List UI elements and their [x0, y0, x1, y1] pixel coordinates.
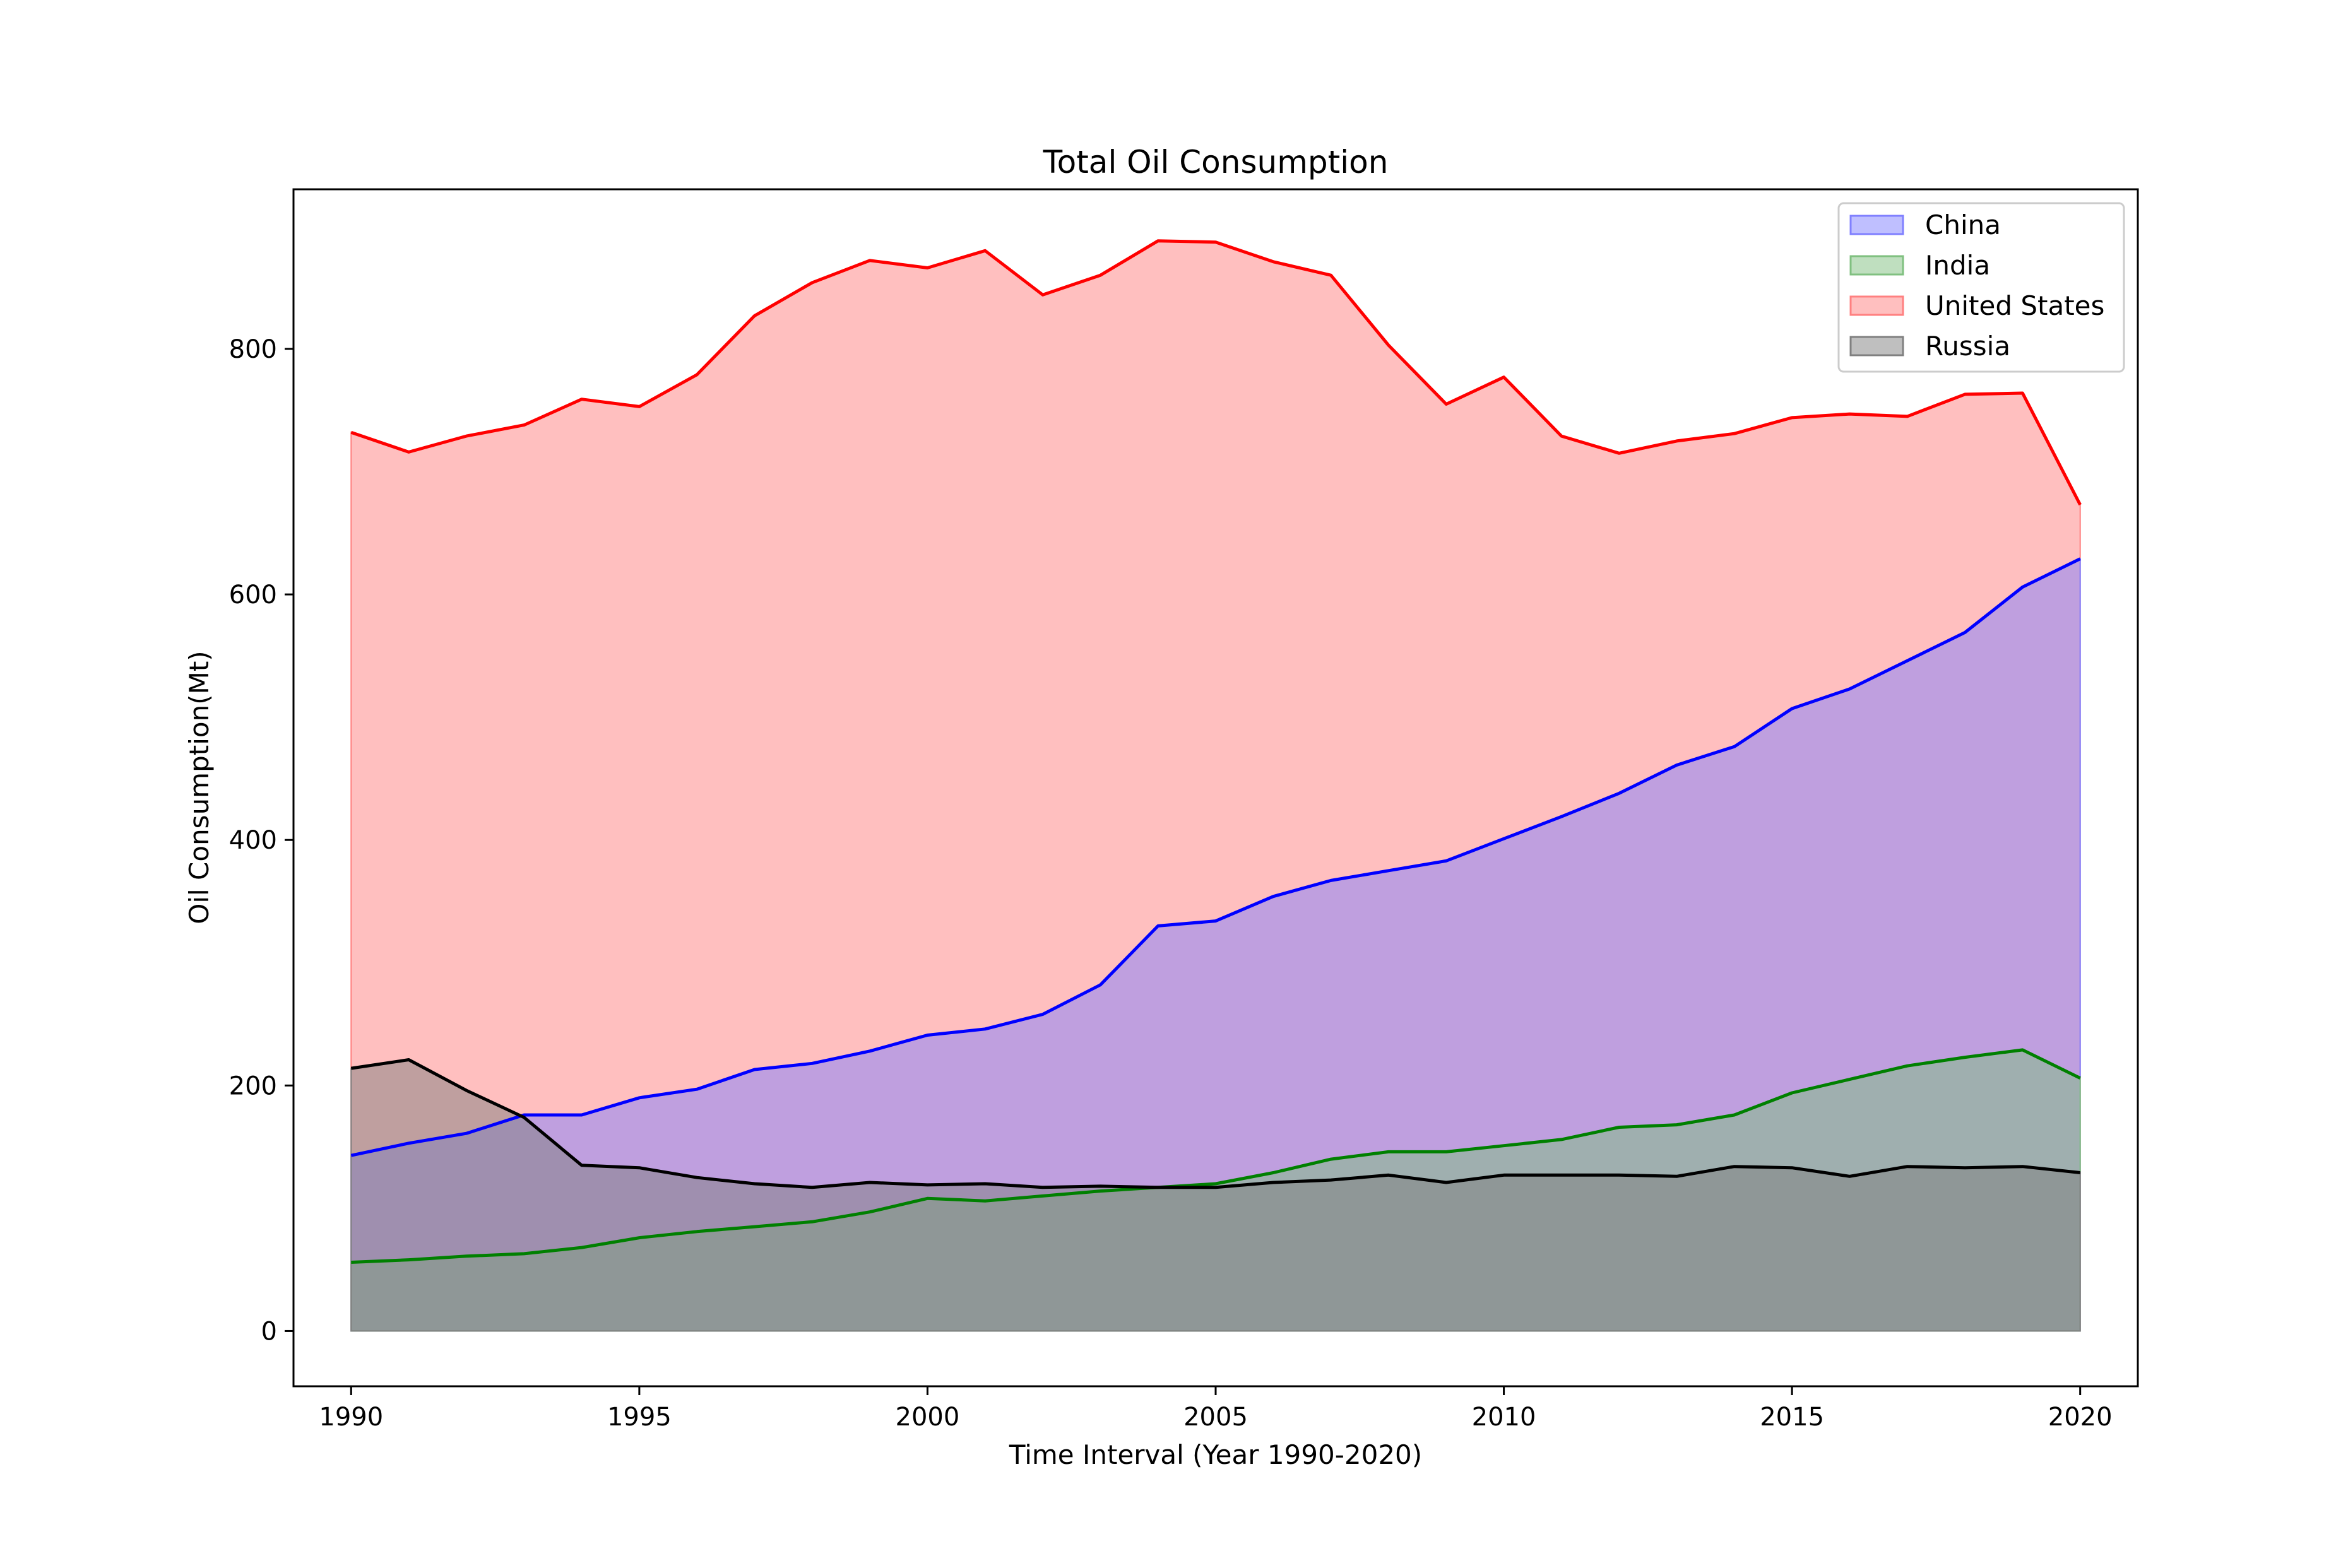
- legend-label-united-states: United States: [1925, 290, 2104, 321]
- area-fills: [350, 240, 2081, 1332]
- legend-box: [1837, 202, 2125, 373]
- x-axis: 1990 1995 2000 2005 2010 2015 2020: [319, 1386, 2113, 1432]
- legend-swatch-india: [1849, 255, 1904, 276]
- x-tick-label: 2015: [1760, 1403, 1824, 1432]
- series-lines: [350, 239, 2082, 1264]
- y-tick-label: 800: [229, 335, 277, 364]
- x-tick-label: 2000: [896, 1403, 960, 1432]
- x-tick-label: 1990: [319, 1403, 383, 1432]
- y-axis: 0 200 400 600 800: [229, 335, 294, 1346]
- legend-swatch-russia: [1849, 336, 1904, 357]
- x-tick-label: 1995: [607, 1403, 672, 1432]
- legend-label-russia: Russia: [1925, 331, 2010, 362]
- y-tick-label: 600: [229, 581, 277, 610]
- legend-swatch-china: [1849, 215, 1904, 235]
- series-line-russia: [350, 1058, 2080, 1189]
- series-line-china: [350, 557, 2081, 1157]
- y-tick-label: 0: [261, 1317, 277, 1346]
- x-axis-label: Time Interval (Year 1990-2020): [1009, 1439, 1422, 1470]
- legend-label-india: India: [1925, 250, 1990, 281]
- y-tick-label: 200: [229, 1071, 277, 1100]
- x-tick-label: 2005: [1183, 1403, 1248, 1432]
- x-tick-label: 2010: [1472, 1403, 1536, 1432]
- legend: China India United States Russia: [1837, 202, 2125, 373]
- legend-swatch-united-states: [1849, 295, 1904, 316]
- y-tick-label: 400: [229, 826, 277, 855]
- legend-label-china: China: [1925, 209, 2001, 240]
- series-line-india: [351, 1048, 2081, 1264]
- x-tick-label: 2020: [2048, 1403, 2113, 1432]
- y-axis-label: Oil Consumption(Mt): [184, 651, 215, 924]
- chart-title: Total Oil Consumption: [1043, 144, 1389, 180]
- series-line-united-states: [350, 239, 2082, 506]
